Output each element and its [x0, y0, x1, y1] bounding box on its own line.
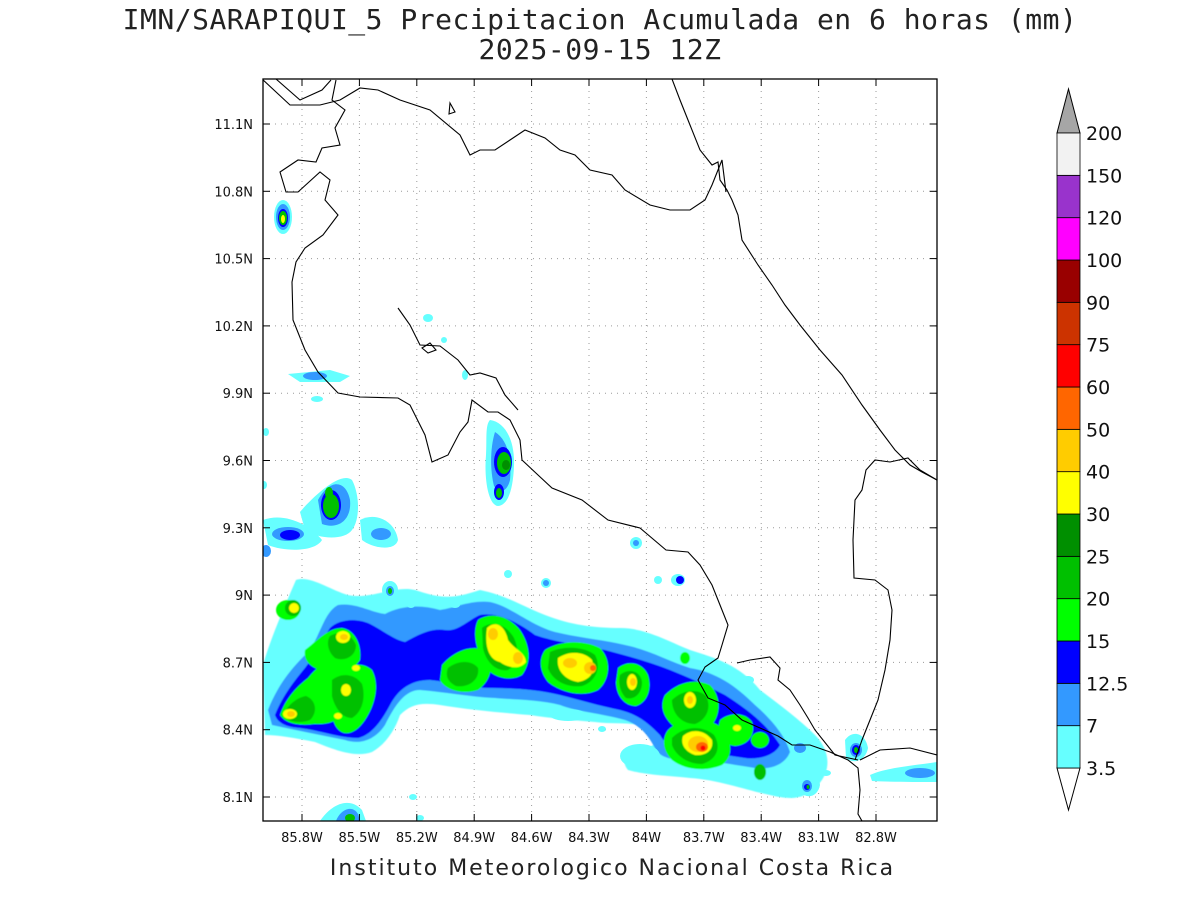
colorbar-label: 25: [1086, 546, 1110, 568]
lat-tick-label: 8.7N: [223, 656, 253, 671]
colorbar-label: 50: [1086, 419, 1110, 441]
colorbar-label: 75: [1086, 335, 1110, 357]
lon-tick-label: 84.9W: [453, 831, 495, 846]
plot-frame: [262, 78, 938, 822]
colorbar: 3.5 7 12.5 15 20 25 30 40 50 60 75 90 100 120 150 200: [1056, 87, 1128, 812]
rain-band-south: [263, 578, 828, 798]
lat-tick-label: 10.8N: [214, 185, 253, 200]
lat-tick-label: 9N: [235, 589, 253, 604]
colorbar-swatch: [1056, 725, 1081, 769]
rain-patch: [543, 580, 549, 586]
colorbar-swatch: [1056, 428, 1081, 473]
colorbar-label: 200: [1086, 123, 1122, 145]
lat-tick-label: 8.1N: [223, 791, 253, 806]
colorbar-label: 40: [1086, 462, 1110, 484]
latitude-axis: 11.1N 10.8N 10.5N 10.2N 9.9N 9.6N 9.3N 9N 8.7N 8.…: [214, 118, 937, 806]
colorbar-label: 60: [1086, 377, 1110, 399]
colorbar-label: 30: [1086, 504, 1110, 526]
rain-patch: [263, 428, 269, 436]
lon-tick-label: 85.5W: [338, 831, 380, 846]
lon-tick-label: 83.7W: [683, 831, 725, 846]
colorbar-swatch: [1056, 174, 1081, 219]
colorbar-label: 15: [1086, 631, 1110, 653]
lat-tick-label: 9.9N: [223, 387, 253, 402]
rain-patch: [441, 337, 447, 343]
colorbar-swatch: [1056, 386, 1081, 430]
lon-tick-label: 83.1W: [798, 831, 840, 846]
rain-cell-nicoya-north: [274, 200, 292, 234]
rain-cell-puntarenas: [485, 420, 515, 506]
lon-tick-label: 82.8W: [855, 831, 897, 846]
lon-tick-label: 85.8W: [281, 831, 323, 846]
colorbar-swatch: [1056, 555, 1081, 600]
lat-tick-label: 11.1N: [214, 118, 253, 133]
credit-text: Instituto Meteorologico Nacional Costa R…: [329, 856, 896, 881]
colorbar-swatch: [1056, 217, 1081, 261]
colorbar-label: 90: [1086, 292, 1110, 314]
colorbar-swatch: [1056, 301, 1081, 346]
rain-patch: [676, 576, 684, 584]
colorbar-label: 120: [1086, 208, 1122, 230]
lon-tick-label: 84.3W: [568, 831, 610, 846]
lat-tick-label: 10.5N: [214, 253, 253, 268]
map-date: 2025-09-15 12Z: [478, 33, 722, 66]
lon-tick-label: 84W: [632, 831, 662, 846]
lon-tick-label: 83.4W: [740, 831, 782, 846]
colorbar-lower-arrow: [1056, 767, 1081, 812]
rain-patch: [462, 370, 468, 380]
longitude-axis: 85.8W 85.5W 85.2W 84.9W 84.6W 84.3W 84W 83.7W 83…: [281, 79, 897, 846]
colorbar-swatch: [1056, 259, 1081, 303]
lat-tick-label: 9.6N: [223, 455, 253, 470]
rain-patch: [303, 372, 327, 380]
coastline: [263, 79, 937, 821]
rain-cell-offshore-southwest: [263, 481, 322, 557]
colorbar-label: 150: [1086, 165, 1122, 187]
colorbar-swatch: [1056, 598, 1081, 642]
colorbar-upper-arrow: [1056, 87, 1081, 134]
colorbar-swatch: [1056, 344, 1081, 388]
rain-patch: [654, 576, 662, 584]
colorbar-label: 100: [1086, 250, 1122, 272]
lon-tick-label: 84.6W: [511, 831, 553, 846]
precipitation-field: [263, 200, 937, 821]
map-title: IMN/SARAPIQUI_5 Precipitacion Acumulada …: [122, 3, 1078, 36]
lon-tick-label: 85.2W: [396, 831, 438, 846]
rain-patch: [504, 570, 512, 578]
rain-patches-south-east: [320, 581, 937, 821]
colorbar-swatch: [1056, 513, 1081, 557]
rain-cell-offshore-west: [300, 477, 398, 548]
colorbar-swatch: [1056, 132, 1081, 176]
colorbar-label: 7: [1086, 716, 1098, 738]
colorbar-label: 20: [1086, 589, 1110, 611]
colorbar-swatch: [1056, 471, 1081, 515]
colorbar-label: 3.5: [1086, 758, 1116, 780]
colorbar-label: 12.5: [1086, 673, 1128, 695]
lat-tick-label: 10.2N: [214, 320, 253, 335]
rain-patch: [633, 540, 639, 546]
rain-patch: [311, 396, 323, 402]
colorbar-swatch: [1056, 682, 1081, 727]
lat-tick-label: 8.4N: [223, 724, 253, 739]
lat-tick-label: 9.3N: [223, 522, 253, 537]
colorbar-swatch: [1056, 640, 1081, 684]
rain-patch: [423, 314, 433, 322]
